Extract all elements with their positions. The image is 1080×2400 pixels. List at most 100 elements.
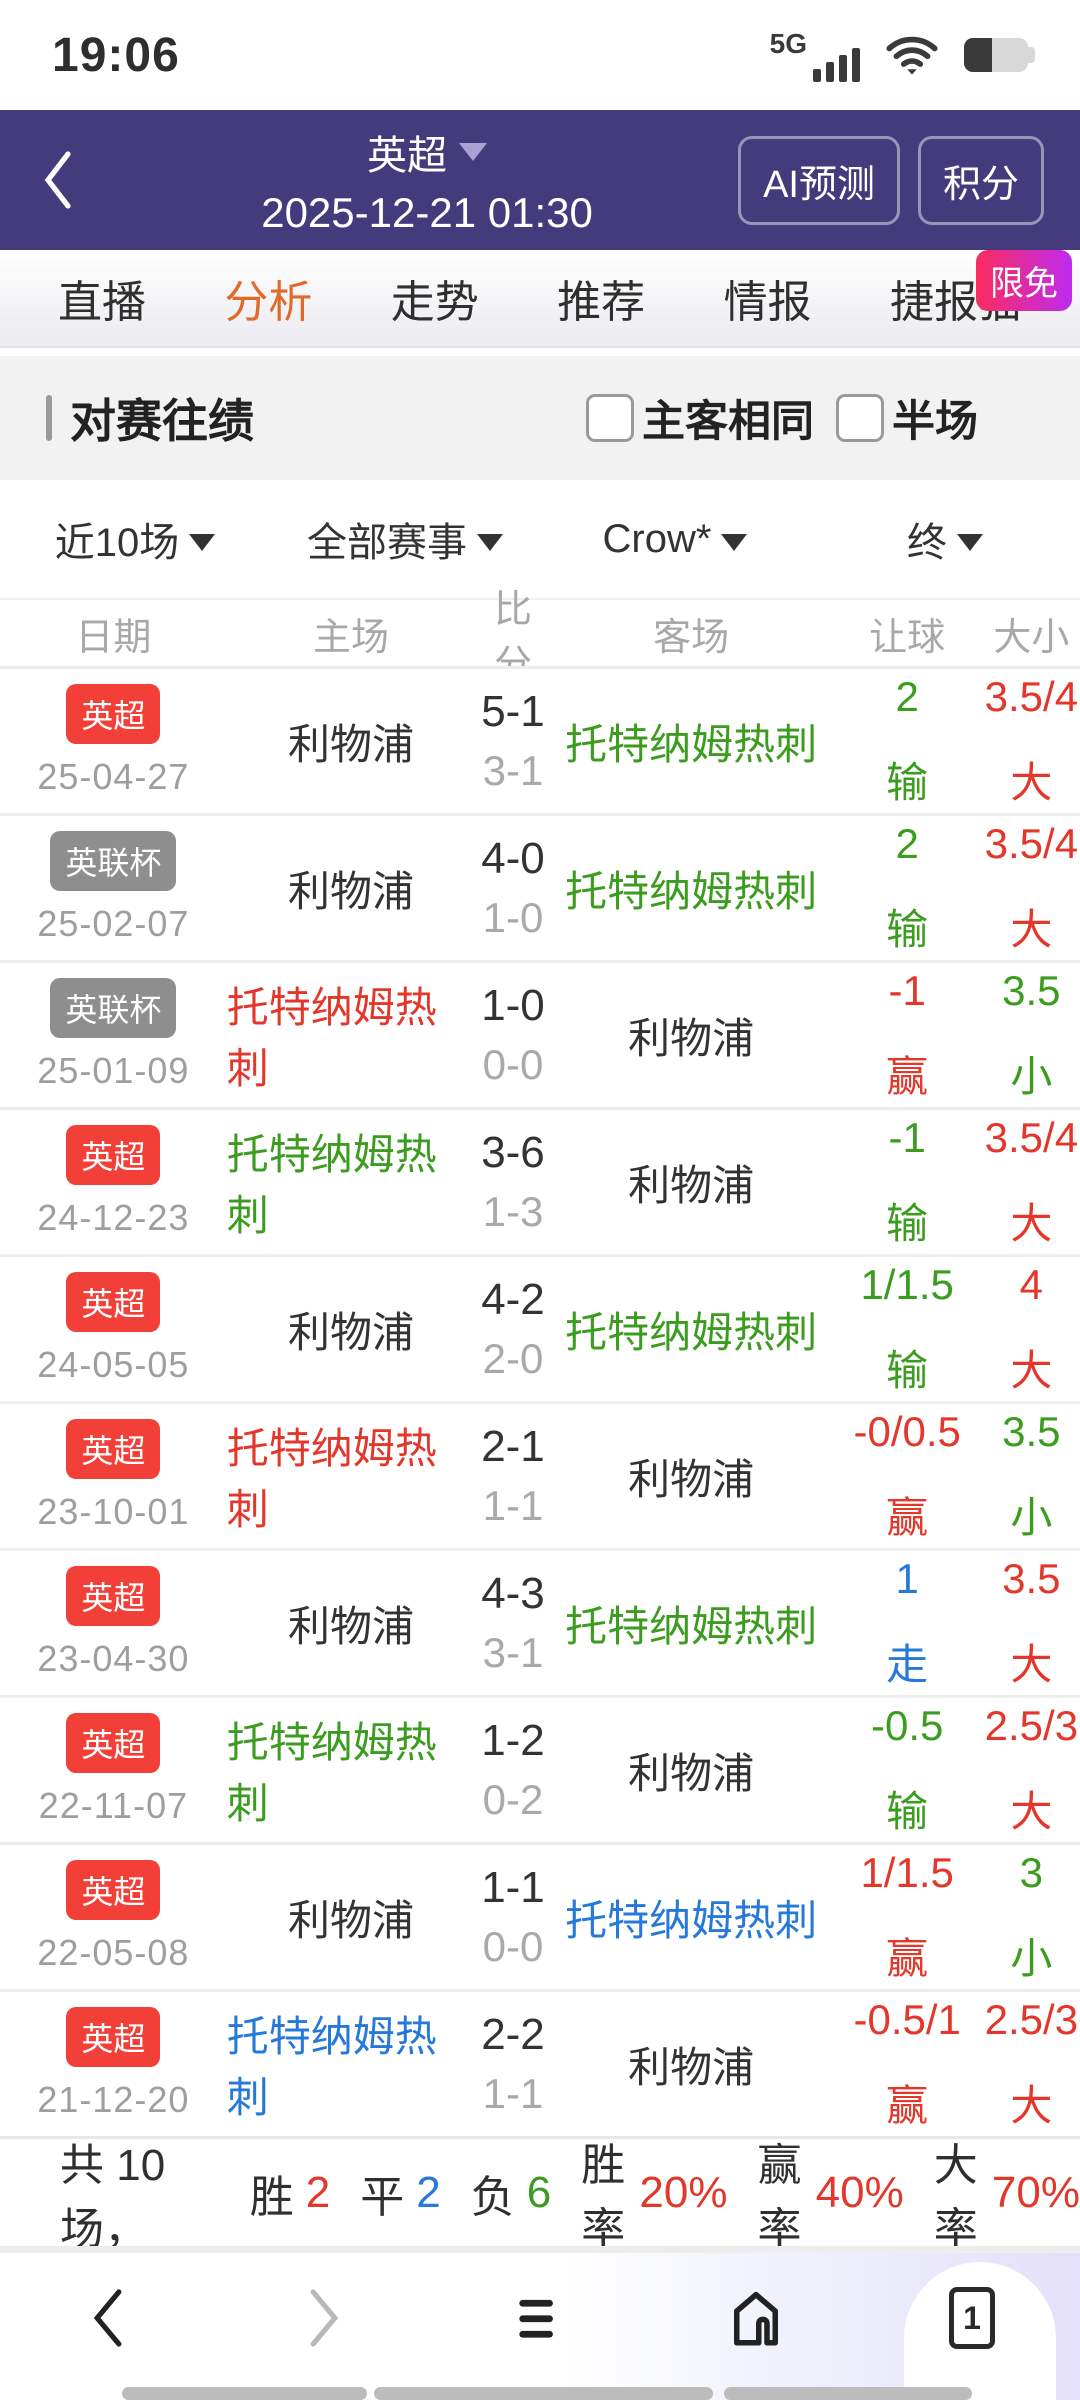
home-team: 托特纳姆热刺: [226, 1719, 437, 1827]
table-row[interactable]: 英超 22-05-08 利物浦 1-1 0-0 托特纳姆热刺 1/1.5 赢 3…: [0, 1842, 1080, 1989]
handicap-line: -0/0.5: [853, 1407, 961, 1455]
table-row[interactable]: 英超 24-12-23 托特纳姆热刺 3-6 1-3 利物浦 -1 输 3.5/…: [0, 1107, 1080, 1254]
handicap-cell: 2 输: [832, 673, 983, 810]
filter-label: Crow*: [602, 516, 712, 561]
away-team: 利物浦: [628, 1161, 755, 1209]
home-team: 托特纳姆热刺: [226, 1425, 437, 1533]
away-team: 利物浦: [628, 1749, 755, 1797]
tab-item[interactable]: 情报: [723, 278, 812, 327]
nav-forward-button[interactable]: [216, 2273, 432, 2363]
table-row[interactable]: 英联杯 25-02-07 利物浦 4-0 1-0 托特纳姆热刺 2 输 3.5/…: [0, 813, 1080, 960]
browser-bottom-nav: 1: [0, 2251, 1080, 2400]
league-badge: 英超: [66, 2007, 161, 2067]
checkbox[interactable]: [836, 394, 884, 442]
away-team: 利物浦: [628, 2043, 755, 2091]
home-team: 利物浦: [287, 1602, 414, 1650]
summary-segment: 负 6: [471, 2161, 551, 2225]
league-badge: 英超: [66, 1713, 161, 1773]
handicap-result: 走: [886, 1640, 929, 1688]
match-history-table: 英超 25-04-27 利物浦 5-1 3-1 托特纳姆热刺 2 输 3.5/4…: [0, 666, 1080, 2136]
back-button[interactable]: [36, 148, 116, 212]
handicap-line: 1/1.5: [860, 1848, 954, 1896]
summary-segment: 胜率 20%: [581, 2129, 727, 2257]
home-cell: 利物浦: [227, 711, 475, 772]
nav-back-button[interactable]: [0, 2273, 216, 2363]
over-under-cell: 3.5 大: [983, 1555, 1080, 1692]
table-row[interactable]: 英超 24-05-05 利物浦 4-2 2-0 托特纳姆热刺 1/1.5 输 4…: [0, 1254, 1080, 1401]
tab-item[interactable]: 分析: [224, 278, 313, 327]
table-row[interactable]: 英超 25-04-27 利物浦 5-1 3-1 托特纳姆热刺 2 输 3.5/4…: [0, 666, 1080, 813]
over-under-result: 大: [1010, 2081, 1053, 2129]
over-under-result: 小: [1010, 1493, 1053, 1541]
home-cell: 托特纳姆热刺: [227, 1709, 475, 1831]
checkbox[interactable]: [586, 394, 634, 442]
status-icons: 5G: [769, 28, 1035, 82]
match-date: 22-05-08: [37, 1932, 190, 1973]
column-header: 客场: [653, 616, 730, 659]
filter-dropdown[interactable]: 终: [810, 510, 1080, 568]
league-badge: 英超: [66, 1566, 161, 1626]
summary-segment: 胜 2: [250, 2161, 330, 2225]
fulltime-score: 4-0: [481, 834, 545, 883]
chevron-down-icon: [189, 533, 216, 551]
handicap-line: 2: [895, 672, 919, 720]
tab-item[interactable]: 走势: [390, 278, 479, 327]
tab-item[interactable]: 直播: [58, 278, 146, 327]
summary-value: 2: [416, 2167, 441, 2217]
league-badge: 英联杯: [50, 978, 177, 1038]
summary-label: 胜率: [581, 2140, 626, 2254]
standings-button[interactable]: 积分: [917, 135, 1044, 225]
league-selector[interactable]: 英超: [367, 123, 488, 181]
date-cell: 英超 24-05-05: [0, 1272, 227, 1386]
handicap-result: 输: [886, 758, 929, 806]
filter-dropdown[interactable]: 近10场: [0, 510, 270, 568]
over-under-line: 4: [1019, 1260, 1044, 1308]
checkbox-item: 半场: [836, 387, 978, 449]
over-under-result: 小: [1010, 1934, 1053, 1982]
network-type-label: 5G: [769, 28, 807, 59]
summary-label: 共 10 场，: [60, 2140, 166, 2254]
score-cell: 4-2 2-0: [475, 1275, 551, 1383]
tab-item[interactable]: 推荐: [557, 278, 646, 327]
handicap-cell: -0.5/1 赢: [832, 1996, 983, 2133]
nav-tabs-button[interactable]: 1: [864, 2273, 1080, 2363]
nav-menu-button[interactable]: [432, 2273, 648, 2363]
nav-forward-icon: [310, 2289, 339, 2347]
table-row[interactable]: 英超 23-10-01 托特纳姆热刺 2-1 1-1 利物浦 -0/0.5 赢 …: [0, 1401, 1080, 1548]
halftime-score: 1-3: [482, 1188, 544, 1235]
nav-icons: 1: [0, 2273, 1080, 2363]
league-badge: 英超: [66, 1272, 161, 1332]
table-row[interactable]: 英超 23-04-30 利物浦 4-3 3-1 托特纳姆热刺 1 走 3.5 大: [0, 1548, 1080, 1695]
handicap-cell: 1/1.5 赢: [832, 1849, 983, 1986]
chevron-down-icon: [721, 533, 748, 551]
filter-dropdown[interactable]: Crow*: [540, 517, 810, 562]
filter-dropdown[interactable]: 全部赛事: [270, 510, 540, 568]
halftime-score: 0-0: [482, 1041, 544, 1088]
halftime-score: 1-1: [482, 2070, 544, 2117]
filter-checkboxes: 主客相同 半场: [586, 387, 1034, 449]
fulltime-score: 4-2: [481, 1275, 545, 1324]
summary-label: 大率: [933, 2140, 978, 2254]
filter-row: 近10场 全部赛事 Crow* 终: [0, 480, 1080, 600]
fulltime-score: 1-1: [481, 1863, 545, 1912]
table-row[interactable]: 英超 21-12-20 托特纳姆热刺 2-2 1-1 利物浦 -0.5/1 赢 …: [0, 1989, 1080, 2136]
ai-predict-button[interactable]: AI预测: [738, 135, 900, 225]
over-under-line: 3: [1019, 1848, 1044, 1896]
over-under-result: 大: [1010, 905, 1053, 953]
date-cell: 英联杯 25-01-09: [0, 978, 227, 1092]
summary-label: 赢率: [757, 2140, 802, 2254]
table-row[interactable]: 英超 22-11-07 托特纳姆热刺 1-2 0-2 利物浦 -0.5 输 2.…: [0, 1695, 1080, 1842]
gesture-bars: [0, 2386, 1080, 2400]
column-header: 大小: [993, 616, 1070, 659]
home-team: 利物浦: [287, 867, 414, 915]
nav-home-button[interactable]: [648, 2273, 864, 2363]
back-chevron-icon: [44, 151, 71, 209]
date-cell: 英联杯 25-02-07: [0, 831, 227, 945]
away-cell: 利物浦: [551, 1005, 832, 1066]
home-cell: 托特纳姆热刺: [227, 1121, 475, 1243]
halftime-score: 3-1: [482, 747, 544, 794]
match-date: 25-01-09: [37, 1050, 190, 1091]
date-cell: 英超 23-10-01: [0, 1419, 227, 1533]
wifi-icon: [886, 36, 938, 75]
table-row[interactable]: 英联杯 25-01-09 托特纳姆热刺 1-0 0-0 利物浦 -1 赢 3.5…: [0, 960, 1080, 1107]
